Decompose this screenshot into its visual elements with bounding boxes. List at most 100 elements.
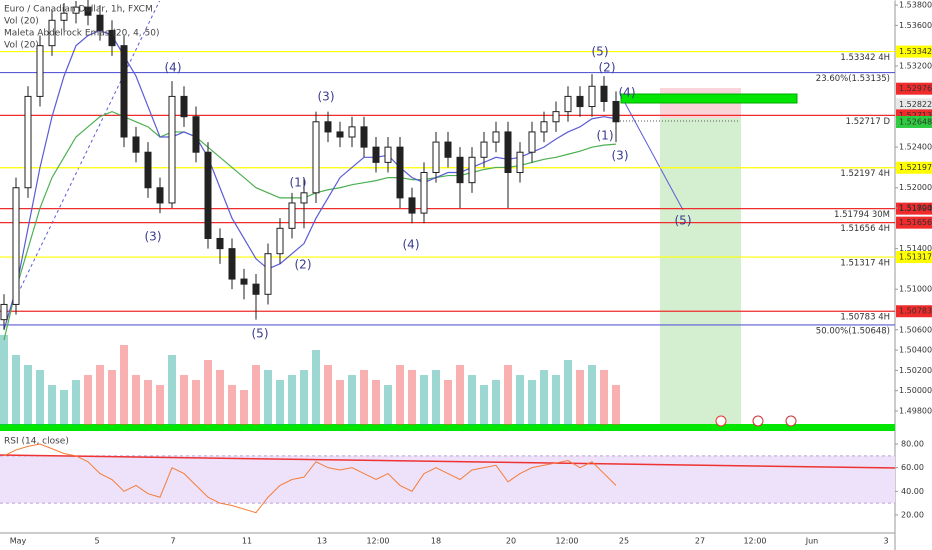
volume-bar	[216, 370, 224, 425]
volume-bar	[504, 365, 512, 425]
y-tick-label: 1.52400	[899, 143, 932, 152]
volume-bar	[336, 380, 344, 425]
legend-item: Maleta Abdelrock Emas (20, 4, 50)	[4, 29, 160, 39]
y-tick-label: 1.50200	[899, 366, 932, 375]
candle-body	[420, 172, 428, 214]
wave-label: (2)	[599, 61, 616, 75]
y-tick-label: 1.51400	[899, 244, 932, 253]
volume-bar	[84, 375, 92, 425]
volume-bar	[372, 380, 380, 425]
event-icon	[715, 415, 727, 427]
volume-bar	[192, 380, 200, 425]
volume-bar	[444, 380, 452, 425]
volume-bar	[300, 370, 308, 425]
rsi-trendline	[0, 454, 896, 469]
wave-label: (5)	[592, 45, 609, 59]
candle-body	[468, 156, 476, 184]
axis-price-label-bg	[896, 305, 932, 318]
x-tick-label: 27	[695, 537, 705, 546]
y-tick-label: 1.49800	[899, 406, 932, 415]
volume-bar	[564, 360, 572, 425]
candle-body	[204, 151, 212, 239]
level-note: 1.52717 D	[846, 117, 891, 127]
level-note: 50.00%(1.50648)	[816, 326, 890, 336]
rsi-tick-label: 60.00	[901, 463, 924, 472]
candle-body	[108, 29, 116, 47]
x-tick-label: 7	[170, 537, 175, 546]
volume-bar	[480, 385, 488, 425]
candle-body	[612, 100, 620, 123]
candle-body	[348, 126, 356, 138]
rsi-line	[3, 443, 617, 514]
volume-bar	[60, 390, 68, 425]
wave-label: (3)	[612, 149, 629, 163]
volume-bar	[252, 365, 260, 425]
candle-body	[312, 121, 320, 194]
projection-line	[624, 102, 684, 211]
volume-bar	[324, 365, 332, 425]
event-icon	[785, 415, 797, 427]
wave-label: (1)	[597, 129, 614, 143]
axis-price-label-bg	[896, 161, 932, 174]
candle-body	[552, 111, 560, 123]
candle-body	[24, 95, 32, 189]
wave-label: (3)	[145, 230, 162, 244]
legend-title: Euro / Canadian Dollar, 1h, FXCM	[4, 5, 153, 15]
volume-bar	[240, 390, 248, 425]
axis-price-label: 1.52197	[899, 163, 932, 172]
candle-body	[480, 141, 488, 158]
candle-body	[384, 146, 392, 163]
candle-body	[456, 156, 464, 184]
candle-body	[72, 6, 80, 14]
y-tick-label: 1.52000	[899, 183, 932, 192]
candle-body	[168, 95, 176, 204]
volume-bar	[0, 335, 8, 425]
axis-price-label: 1.52713	[899, 111, 932, 120]
candle-body	[180, 95, 188, 118]
volume-bar	[72, 380, 80, 425]
candle-body	[96, 14, 104, 31]
volume-bar	[360, 370, 368, 425]
candle-body	[252, 283, 260, 295]
x-tick-label: 25	[619, 537, 629, 546]
level-note: 1.51317 4H	[840, 259, 890, 269]
wave-label: (2)	[295, 258, 312, 272]
ema-slow	[3, 110, 617, 341]
x-tick-label: 13	[317, 537, 327, 546]
y-tick-label: 1.53600	[899, 21, 932, 30]
pane-separator	[0, 424, 895, 431]
volume-bar	[384, 385, 392, 425]
candle-body	[264, 253, 272, 295]
axis-price-label: 1.52648	[899, 117, 932, 126]
wave-label: (5)	[252, 327, 269, 341]
volume-bar	[288, 375, 296, 425]
wave-label: (4)	[619, 86, 636, 100]
axis-price-label: 1.52976	[899, 84, 932, 93]
ema-fast	[3, 29, 617, 330]
rsi-tick-label: 40.00	[901, 487, 924, 496]
candle-body	[336, 131, 344, 138]
volume-bar	[36, 370, 44, 425]
rsi-tick-label: 80.00	[901, 439, 924, 448]
wave-label: (4)	[165, 61, 182, 75]
y-tick-label: 1.50600	[899, 325, 932, 334]
axis-price-label-bg	[896, 82, 932, 95]
axis-price-label: 1.53342	[899, 47, 932, 56]
level-note: 1.52197 4H	[840, 169, 890, 179]
volume-bar	[228, 385, 236, 425]
volume-bar	[144, 380, 152, 425]
candle-body	[132, 136, 140, 153]
volume-bar	[180, 375, 188, 425]
candle-body	[576, 95, 584, 108]
candle-body	[192, 116, 200, 153]
axis-price-label: 1.51317	[899, 253, 932, 262]
candle-body	[48, 19, 56, 47]
wave-label: (1)	[290, 176, 307, 190]
level-note: 1.51794 30M	[834, 210, 890, 220]
candle-body	[84, 6, 92, 16]
volume-bar	[456, 365, 464, 425]
volume-bar	[168, 355, 176, 425]
candle-body	[0, 303, 8, 321]
axis-price-label-bg	[896, 98, 932, 111]
